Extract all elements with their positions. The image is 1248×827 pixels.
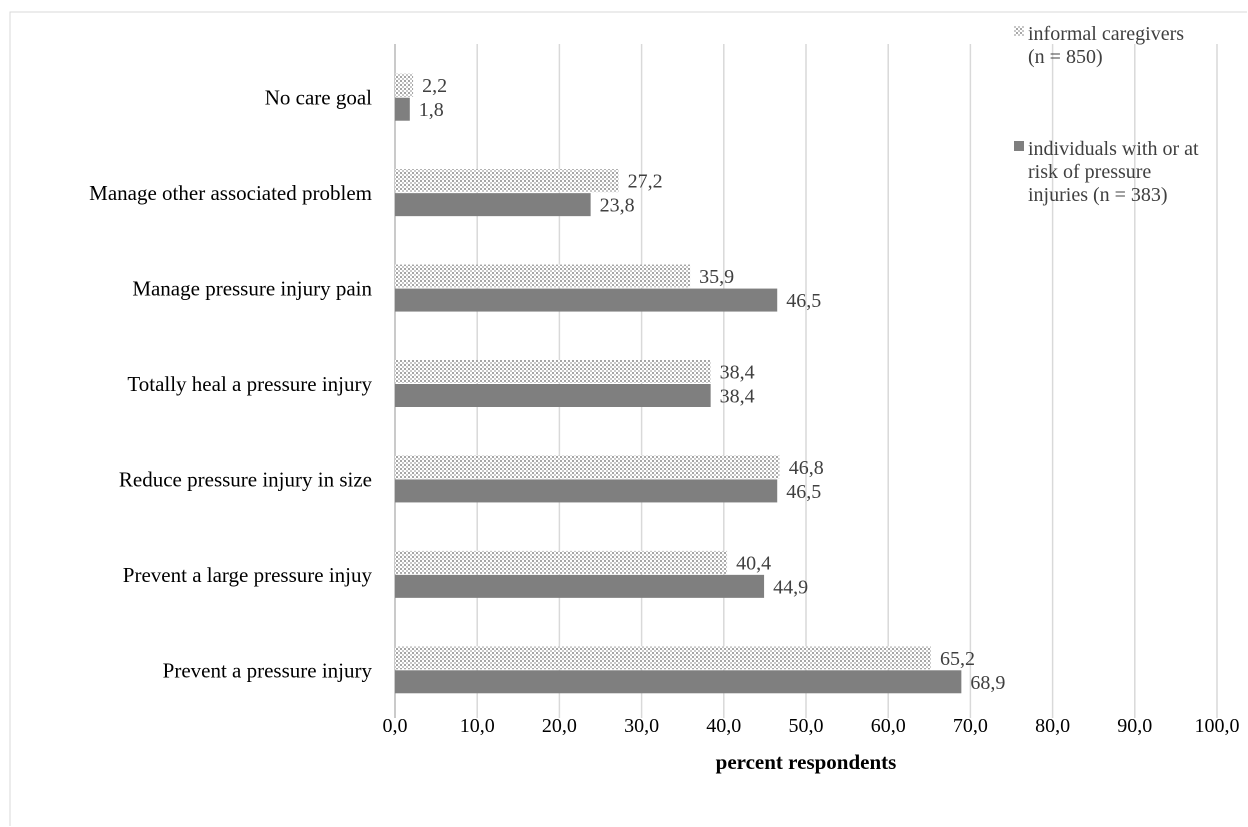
legend-swatch-individuals xyxy=(1014,141,1024,151)
data-label: 38,4 xyxy=(720,362,755,384)
category-label: Totally heal a pressure injury xyxy=(127,372,372,396)
data-label: 38,4 xyxy=(720,386,755,408)
bar-individuals xyxy=(395,98,410,121)
x-tick-label: 0,0 xyxy=(383,715,408,737)
legend-swatch-caregivers xyxy=(1014,26,1024,36)
bar-caregivers xyxy=(395,74,413,97)
x-tick-label: 30,0 xyxy=(624,715,659,737)
legend-label: risk of pressure xyxy=(1028,161,1151,183)
bar-individuals xyxy=(395,384,711,407)
data-label: 23,8 xyxy=(600,195,635,217)
x-axis-title: percent respondents xyxy=(716,750,897,774)
x-tick-label: 70,0 xyxy=(953,715,988,737)
bar-caregivers xyxy=(395,646,931,669)
data-label: 35,9 xyxy=(699,266,734,288)
category-label: Reduce pressure injury in size xyxy=(119,467,372,491)
x-tick-label: 20,0 xyxy=(542,715,577,737)
category-label: No care goal xyxy=(265,86,372,110)
bar-caregivers xyxy=(395,169,619,192)
chart-frame xyxy=(10,12,1247,826)
x-tick-label: 50,0 xyxy=(789,715,824,737)
data-label: 65,2 xyxy=(940,648,975,670)
bar-caregivers xyxy=(395,455,780,478)
data-label: 27,2 xyxy=(628,171,663,193)
bar-individuals xyxy=(395,193,591,216)
legend-label: (n = 850) xyxy=(1028,46,1103,68)
bar-individuals xyxy=(395,479,777,502)
bar-individuals xyxy=(395,575,764,598)
x-tick-label: 100,0 xyxy=(1195,715,1240,737)
category-label: Prevent a pressure injury xyxy=(163,658,373,682)
data-label: 2,2 xyxy=(422,75,447,97)
x-tick-label: 80,0 xyxy=(1035,715,1070,737)
x-tick-label: 60,0 xyxy=(871,715,906,737)
bars xyxy=(395,74,961,694)
data-label: 46,5 xyxy=(786,481,821,503)
legend-label: individuals with or at xyxy=(1028,138,1199,160)
data-label: 46,8 xyxy=(789,457,824,479)
x-tick-label: 10,0 xyxy=(460,715,495,737)
x-tick-label: 40,0 xyxy=(706,715,741,737)
x-tick-label: 90,0 xyxy=(1117,715,1152,737)
category-label: Manage other associated problem xyxy=(89,181,372,205)
data-label: 68,9 xyxy=(970,672,1005,694)
bar-caregivers xyxy=(395,360,711,383)
data-label: 1,8 xyxy=(419,99,444,121)
data-label: 44,9 xyxy=(773,576,808,598)
data-label: 46,5 xyxy=(786,290,821,312)
bar-individuals xyxy=(395,670,961,693)
legend-label: informal caregivers xyxy=(1028,23,1184,45)
legend-label: injuries (n = 383) xyxy=(1028,184,1168,206)
data-label: 40,4 xyxy=(736,552,771,574)
category-label: Prevent a large pressure injuy xyxy=(123,563,373,587)
bar-individuals xyxy=(395,289,777,312)
legend: informal caregivers(n = 850) individuals … xyxy=(1014,23,1199,206)
bar-caregivers xyxy=(395,265,690,288)
category-label: Manage pressure injury pain xyxy=(132,277,372,301)
bar-caregivers xyxy=(395,551,727,574)
